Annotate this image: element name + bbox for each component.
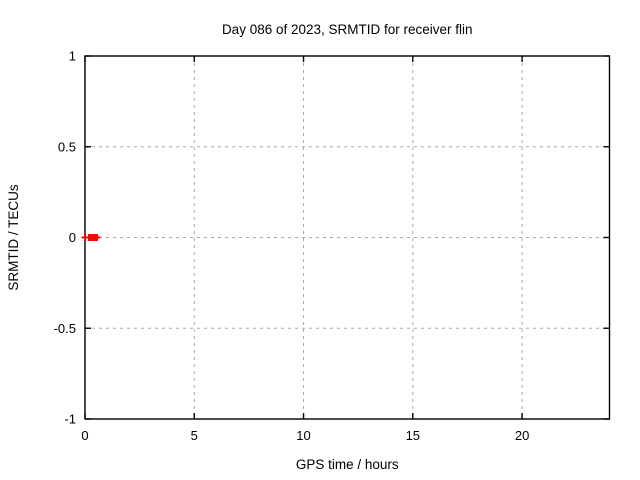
y-tick-label-1: -0.5 bbox=[54, 321, 76, 336]
x-tick-label-1: 5 bbox=[191, 428, 198, 443]
data-point-marker-0-5 bbox=[93, 234, 101, 241]
x-axis-label: GPS time / hours bbox=[296, 457, 399, 472]
x-tick-label-0: 0 bbox=[81, 428, 88, 443]
y-tick-label-3: 0.5 bbox=[58, 139, 76, 154]
x-tick-label-4: 20 bbox=[515, 428, 529, 443]
y-tick-label-0: -1 bbox=[64, 412, 76, 427]
x-tick-label-3: 15 bbox=[406, 428, 420, 443]
x-tick-label-2: 10 bbox=[296, 428, 310, 443]
y-tick-label-2: 0 bbox=[69, 230, 76, 245]
y-tick-label-4: 1 bbox=[69, 49, 76, 64]
chart-title: Day 086 of 2023, SRMTID for receiver fli… bbox=[222, 22, 473, 37]
y-axis-label: SRMTID / TECUs bbox=[6, 184, 21, 291]
